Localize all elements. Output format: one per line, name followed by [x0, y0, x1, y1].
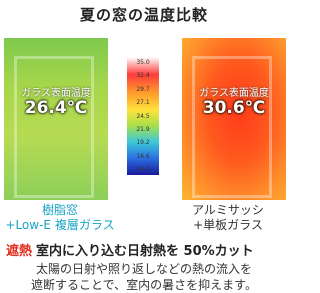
scale-label: 24.5 — [127, 113, 159, 120]
scale-label: 35.0 — [127, 59, 159, 66]
scale-label: 27.1 — [127, 99, 159, 106]
thermal-image-left: ガラス表面温度 26.4℃ — [4, 38, 108, 200]
badge: 遮熱 — [6, 244, 32, 259]
scale-label: 14.0 — [127, 166, 159, 173]
scale-label: 29.7 — [127, 86, 159, 93]
title: 夏の窓の温度比較 — [0, 4, 288, 25]
temperature: 26.4℃ — [4, 98, 108, 118]
color-scale: 35.0 32.4 29.7 27.1 24.5 21.9 19.2 16.6 14.0 — [127, 57, 159, 175]
headline: 遮熱室内に入り込む日射熱を 50%カット — [6, 240, 254, 259]
caption-line: +単板ガラス — [168, 218, 288, 233]
caption-right: アルミサッシ +単板ガラス — [168, 203, 288, 233]
body-line: 太陽の日射や照り返しなどの熱の流入を — [0, 262, 288, 277]
scale-label: 32.4 — [127, 72, 159, 79]
window-frame — [14, 56, 94, 198]
thermal-image-right: ガラス表面温度 30.6℃ — [182, 38, 286, 200]
headline-text: 室内に入り込む日射熱を 50%カット — [36, 244, 254, 259]
caption-line: 樹脂窓 — [0, 203, 120, 218]
temperature: 30.6℃ — [182, 98, 286, 118]
body-line: 遮断することで、室内の暑さを抑えます。 — [0, 278, 288, 293]
scale-label: 16.6 — [127, 153, 159, 160]
caption-line: アルミサッシ — [168, 203, 288, 218]
window-frame — [192, 56, 272, 198]
caption-line: +Low-E 複層ガラス — [0, 218, 120, 233]
page: 夏の窓の温度比較 ガラス表面温度 26.4℃ 35.0 32.4 29.7 27.1 2… — [0, 0, 288, 288]
caption-left: 樹脂窓 +Low-E 複層ガラス — [0, 203, 120, 233]
scale-label: 21.9 — [127, 126, 159, 133]
surface-label: ガラス表面温度 — [4, 84, 108, 99]
surface-label: ガラス表面温度 — [182, 84, 286, 99]
scale-label: 19.2 — [127, 139, 159, 146]
